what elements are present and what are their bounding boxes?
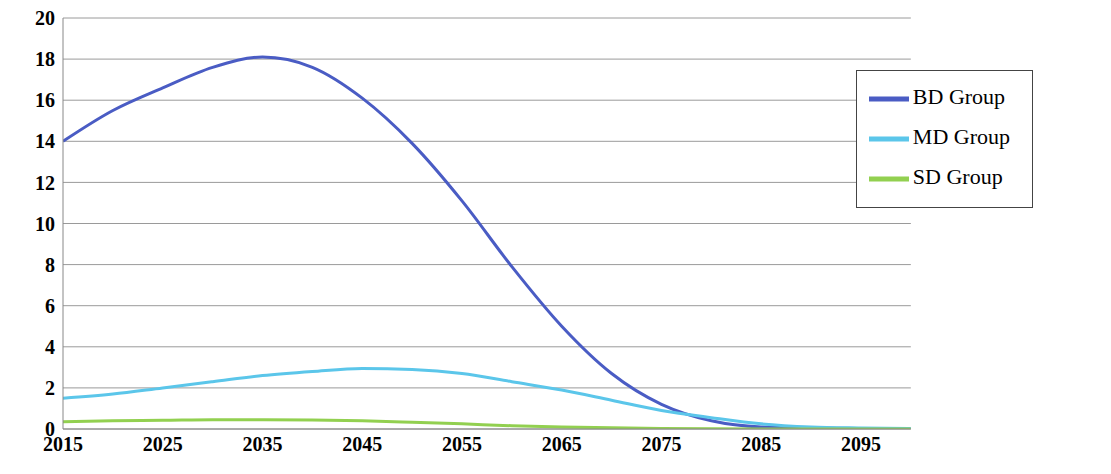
svg-text:2085: 2085 <box>741 433 781 455</box>
svg-text:18: 18 <box>35 48 55 70</box>
svg-text:2075: 2075 <box>641 433 681 455</box>
svg-text:2: 2 <box>45 377 55 399</box>
svg-text:2035: 2035 <box>242 433 282 455</box>
svg-text:8: 8 <box>45 254 55 276</box>
svg-text:2065: 2065 <box>542 433 582 455</box>
svg-text:10: 10 <box>35 213 55 235</box>
svg-text:2055: 2055 <box>442 433 482 455</box>
svg-text:2015: 2015 <box>43 433 83 456</box>
html-text:MD Group: MD Group <box>912 124 1010 149</box>
svg-text:16: 16 <box>35 89 55 111</box>
svg-text:20: 20 <box>35 8 55 29</box>
html-text:SD Group: SD Group <box>912 164 1003 189</box>
html-text:BD Group: BD Group <box>912 84 1006 109</box>
svg-text:2045: 2045 <box>342 433 382 455</box>
svg-text:14: 14 <box>35 130 55 152</box>
svg-text:2025: 2025 <box>143 433 183 455</box>
svg-text:12: 12 <box>35 172 55 194</box>
svg-text:2095: 2095 <box>841 433 881 455</box>
svg-text:6: 6 <box>45 295 55 317</box>
svg-text:0: 0 <box>45 418 55 440</box>
svg-text:4: 4 <box>45 336 55 358</box>
